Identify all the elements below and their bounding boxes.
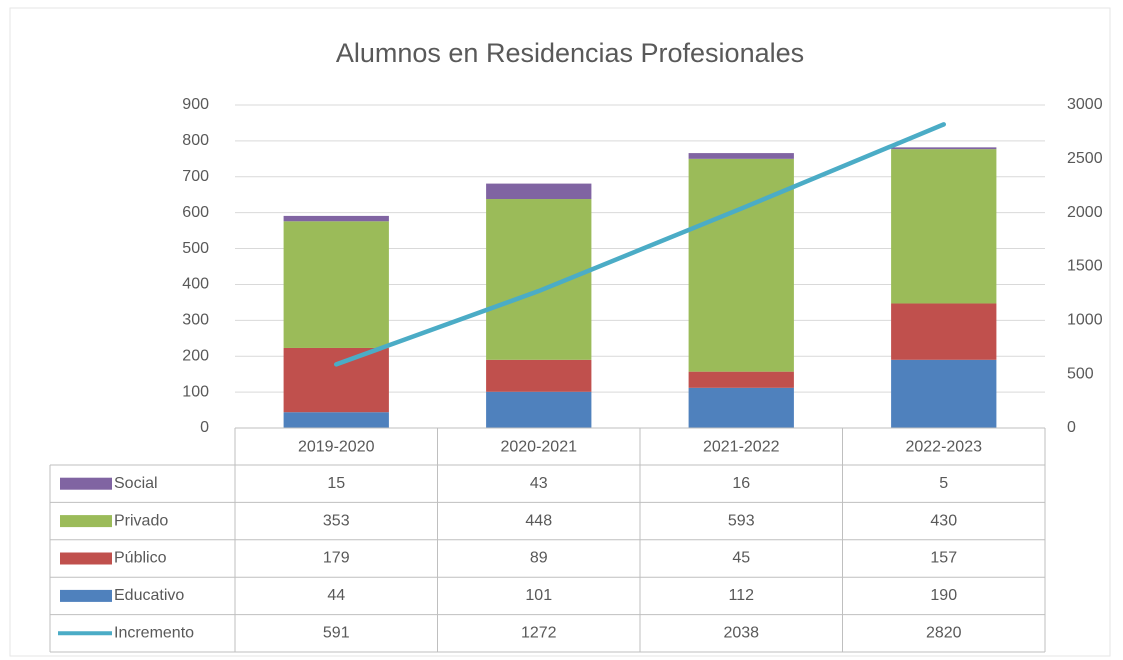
y2-tick-label: 1500 (1067, 258, 1103, 275)
bar-segment (891, 147, 997, 150)
table-value: 45 (732, 550, 750, 567)
legend-label: Privado (114, 512, 168, 529)
table-value: 448 (525, 512, 552, 529)
bar-segment (486, 391, 592, 428)
y2-tick-label: 3000 (1067, 96, 1103, 113)
legend-label: Incremento (114, 625, 194, 642)
table-value: 2038 (723, 625, 759, 642)
y2-tick-label: 0 (1067, 419, 1076, 436)
table-value: 430 (930, 512, 957, 529)
table-value: 157 (930, 550, 957, 567)
y-tick-label: 900 (182, 96, 209, 113)
bar-segment (283, 215, 389, 222)
y-tick-label: 400 (182, 276, 209, 293)
table-value: 89 (530, 550, 548, 567)
legend-label: Público (114, 550, 167, 567)
table-value: 112 (728, 587, 754, 604)
y-tick-label: 700 (182, 168, 209, 185)
bar-segment (486, 199, 592, 360)
bar-segment (283, 412, 389, 428)
bar-segment (688, 153, 794, 159)
bar-segment (283, 221, 389, 348)
table-value: 1272 (521, 625, 557, 642)
table-value: 16 (732, 475, 750, 492)
legend-key (60, 477, 112, 490)
y-tick-label: 0 (200, 419, 209, 436)
x-tick-label: 2021-2022 (703, 439, 780, 456)
y2-tick-label: 2500 (1067, 150, 1103, 167)
bar-segment (688, 387, 794, 428)
bar-segment (891, 149, 997, 304)
x-tick-label: 2020-2021 (500, 439, 577, 456)
table-value: 591 (323, 625, 350, 642)
y-tick-label: 200 (182, 347, 209, 364)
legend-label: Social (114, 475, 158, 492)
y-tick-label: 800 (182, 132, 209, 149)
y2-tick-label: 2000 (1067, 204, 1103, 221)
y-tick-label: 300 (182, 312, 209, 329)
table-value: 190 (930, 587, 957, 604)
table-value: 5 (939, 475, 948, 492)
legend-key (60, 589, 112, 602)
bar-segment (283, 347, 389, 413)
y2-tick-label: 1000 (1067, 312, 1103, 329)
legend-key (60, 552, 112, 565)
table-value: 101 (525, 587, 552, 604)
bar-segment (486, 359, 592, 392)
x-tick-label: 2019-2020 (298, 439, 375, 456)
table-value: 353 (323, 512, 350, 529)
bar-segment (688, 371, 794, 388)
y-tick-label: 600 (182, 204, 209, 221)
table-value: 593 (728, 512, 755, 529)
bar-segment (891, 359, 997, 428)
legend-key (60, 515, 112, 528)
line-series (334, 122, 946, 367)
table-value: 179 (323, 550, 350, 567)
table-value: 44 (327, 587, 345, 604)
bar-segment (891, 303, 997, 360)
y-tick-label: 500 (182, 240, 209, 257)
table-value: 15 (327, 475, 345, 492)
table-value: 43 (530, 475, 548, 492)
bar-segment (486, 183, 592, 200)
legend-label: Educativo (114, 587, 184, 604)
bar-segment (688, 158, 794, 372)
chart-title: Alumnos en Residencias Profesionales (336, 38, 804, 68)
y2-tick-label: 500 (1067, 365, 1094, 382)
table-value: 2820 (926, 625, 962, 642)
y-tick-label: 100 (182, 383, 209, 400)
x-tick-label: 2022-2023 (905, 439, 982, 456)
